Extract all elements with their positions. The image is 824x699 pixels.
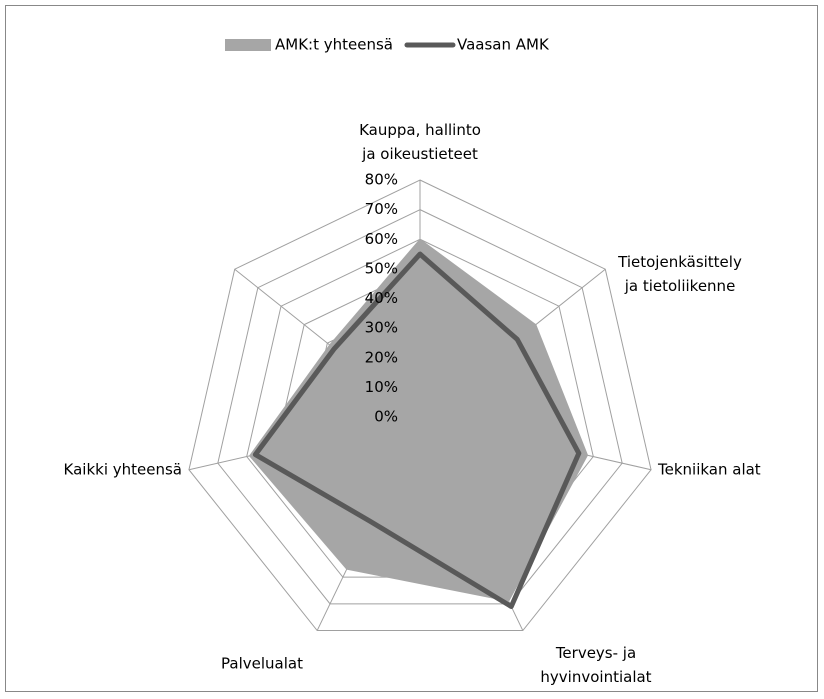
r-tick-label: 20% xyxy=(365,348,398,366)
label-line: Terveys- ja xyxy=(555,644,636,662)
r-tick-label: 80% xyxy=(365,171,398,189)
grid-ring xyxy=(217,209,623,605)
category-label: Tietojenkäsittely ja tietoliikenne xyxy=(617,253,742,295)
r-tick-label: 60% xyxy=(365,230,398,248)
category-label: Kaikki yhteensä xyxy=(64,461,182,479)
series-line xyxy=(252,251,582,610)
label-line: Tietojenkäsittely xyxy=(617,253,742,271)
label-line: ja oikeustieteet xyxy=(361,145,478,163)
label-line: ja tietoliikenne xyxy=(624,277,736,295)
label-line: Kauppa, hallinto xyxy=(359,121,481,139)
category-label: Palvelualat xyxy=(221,655,303,673)
category-label: Kauppa, hallinto ja oikeustieteet xyxy=(359,121,481,163)
r-tick-label: 10% xyxy=(365,378,398,396)
r-tick-label: 0% xyxy=(374,408,398,426)
label-line: hyvinvointialat xyxy=(540,668,651,686)
r-tick-label: 40% xyxy=(365,289,398,307)
legend-label: AMK:t yhteensä xyxy=(275,36,393,54)
r-tick-label: 50% xyxy=(365,259,398,277)
category-label: Terveys- ja hyvinvointialat xyxy=(540,644,651,686)
r-tick-label: 70% xyxy=(365,200,398,218)
category-label: Tekniikan alat xyxy=(657,461,761,479)
legend-label: Vaasan AMK xyxy=(457,36,550,54)
legend-swatch xyxy=(225,39,271,51)
grid-ring xyxy=(188,179,652,632)
r-tick-label: 30% xyxy=(365,319,398,337)
